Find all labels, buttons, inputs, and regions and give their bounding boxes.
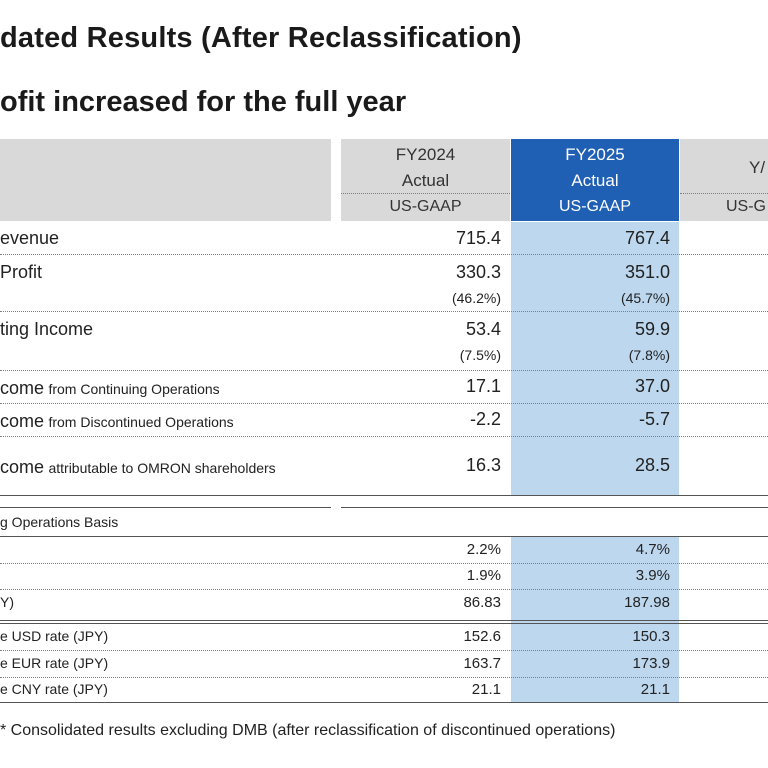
row-income-discontinued-fy2025: -5.7 [638,409,670,429]
row-divider [0,436,768,437]
yoy-header-basis: US-G [726,198,766,215]
row-income-attributable-fy2024: 16.3 [465,455,501,475]
row-revenue-fy2024: 715.4 [455,228,501,248]
row-divider [0,589,768,590]
fx-cny-fy2025: 21.1 [640,681,670,698]
fx-cny-fy2024: 21.1 [471,681,501,698]
row-label-main: evenue [0,228,60,248]
fy2025-header-actual: Actual [571,171,619,190]
page-subtitle: ofit increased for the full year [0,86,407,118]
fx-usd-fy2024: 152.6 [463,628,501,645]
row-label-sub: attributable to OMRON shareholders [48,460,276,476]
header-yoy-bg [680,139,768,221]
header-fy2024-bg [341,139,510,221]
row-revenue-label: evenue [0,228,59,249]
header-divider [680,193,768,194]
yoy-header: Y/ [749,158,766,177]
section-divider [0,536,768,537]
row-label-main: come [0,457,45,477]
row-divider [0,677,768,678]
section-label: g Operations Basis [0,514,119,530]
row-divider [0,403,768,404]
row-income-continuing-fy2025: 37.0 [634,376,670,396]
fx-divider [0,623,768,624]
page-title: dated Results (After Reclassification) [0,22,522,54]
fx-eur-fy2025: 173.9 [632,655,670,672]
row-operating-income-fy2024: 53.4 [465,319,501,339]
row-income-continuing-label: come from Continuing Operations [0,378,220,399]
row-income-attributable-label: come attributable to OMRON shareholders [0,457,276,478]
row-gross-profit-fy2024: 330.3 [455,262,501,282]
section-row-3-fy2025: 187.98 [624,594,670,611]
row-operating-income-fy2024-pct: (7.5%) [459,347,501,363]
row-divider [0,254,768,255]
table-bottom-rule [0,702,768,703]
row-label-main: ting Income [0,319,94,339]
row-divider [0,650,768,651]
fx-usd-fy2025: 150.3 [632,628,670,645]
row-label-sub: from Discontinued Operations [48,414,234,430]
fy2025-header-basis: US-GAAP [558,198,631,215]
fx-eur-label: e EUR rate (JPY) [0,655,109,671]
row-revenue-fy2025: 767.4 [624,228,670,248]
section-row-2-fy2024: 1.9% [466,567,501,584]
row-label-main: come [0,411,45,431]
row-divider [0,311,768,312]
fy2024-header-year: FY2024 [395,145,456,164]
row-operating-income-label: ting Income [0,319,93,340]
fy2024-header-actual: Actual [401,171,450,190]
section-row-1-fy2024: 2.2% [466,541,501,558]
row-label-main: come [0,378,45,398]
row-income-attributable-fy2025: 28.5 [634,455,670,475]
row-label-sub: from Continuing Operations [48,381,220,397]
row-income-discontinued-label: come from Discontinued Operations [0,411,234,432]
row-gross-profit-fy2024-pct: (46.2%) [451,290,501,306]
section-row-2-fy2025: 3.9% [635,567,670,584]
row-gross-profit-fy2025-pct: (45.7%) [620,290,670,306]
row-label-main: Profit [0,262,43,282]
footnote: * Consolidated results excluding DMB (af… [0,722,616,739]
section-row-3-fy2024: 86.83 [463,594,501,611]
row-income-discontinued-fy2024: -2.2 [469,409,501,429]
row-gross-profit-fy2025: 351.0 [624,262,670,282]
fy2024-header-basis: US-GAAP [389,198,462,215]
row-divider [0,563,768,564]
row-operating-income-fy2025-pct: (7.8%) [628,347,670,363]
table-divider [0,495,768,496]
row-income-continuing-fy2024: 17.1 [465,376,501,396]
header-label-bg [0,139,331,221]
fx-eur-fy2024: 163.7 [463,655,501,672]
fx-cny-label: e CNY rate (JPY) [0,681,108,697]
section-top-rule [341,507,768,508]
fy2025-header-year: FY2025 [565,145,625,164]
fx-usd-label: e USD rate (JPY) [0,628,109,644]
fy2025-highlight-top [511,222,679,495]
header-fy2025-bg [511,139,679,221]
section-row-1-fy2025: 4.7% [635,541,670,558]
section-row-label: Y) [0,594,14,610]
fx-divider [0,620,768,621]
row-gross-profit-label: Profit [0,262,42,283]
row-divider [0,370,768,371]
row-operating-income-fy2025: 59.9 [634,319,670,339]
header-divider [341,193,510,194]
section-top-rule [0,507,331,508]
